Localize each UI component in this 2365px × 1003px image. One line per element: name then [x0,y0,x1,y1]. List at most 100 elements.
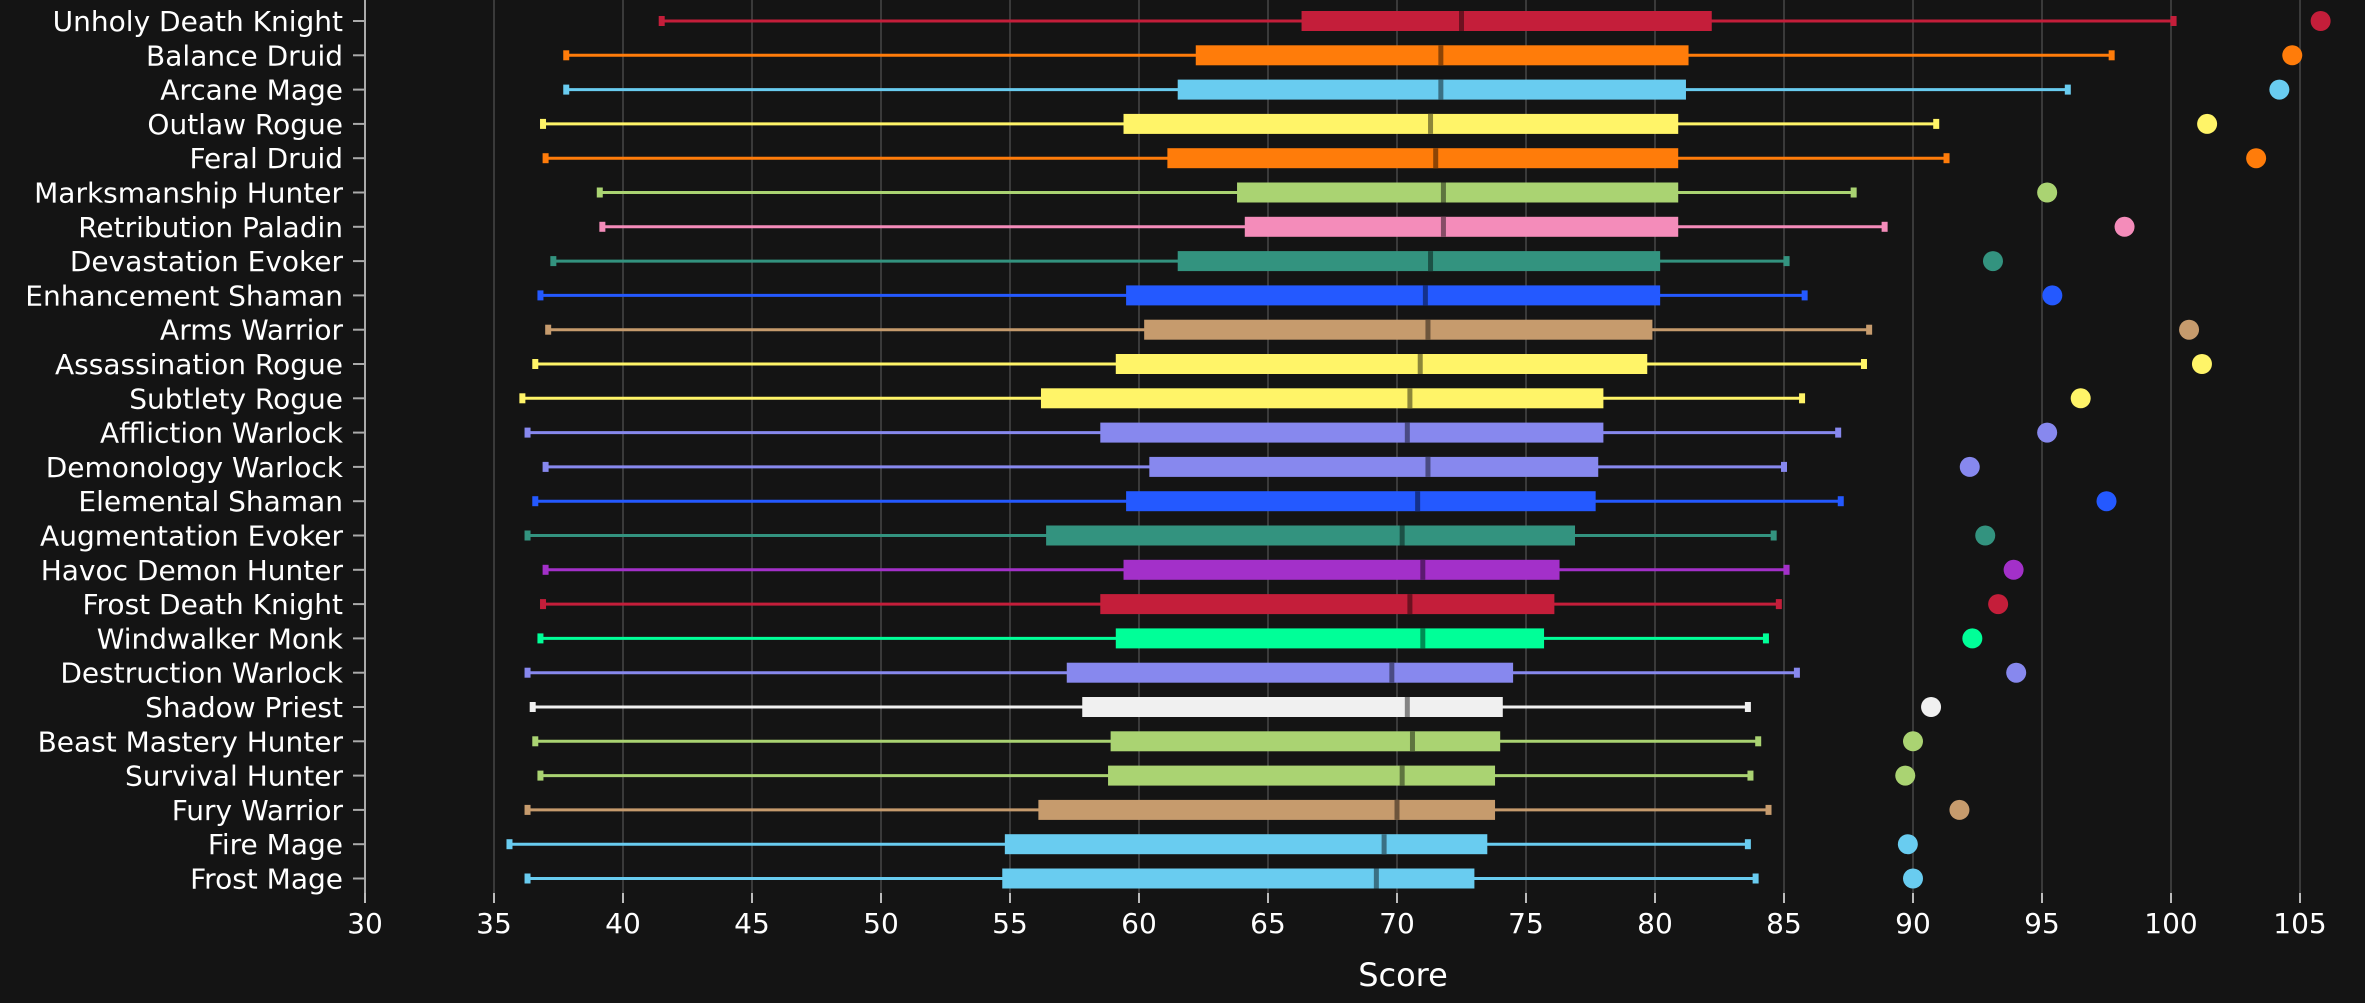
median-marker [1389,662,1395,683]
x-tick-label-40: 40 [605,907,641,940]
category-label: Beast Mastery Hunter [38,725,344,758]
iqr-box [1040,388,1604,409]
median-marker [1407,388,1413,409]
category-label: Windwalker Monk [97,622,344,655]
median-marker [1428,113,1434,134]
iqr-box [1244,216,1679,237]
iqr-box [1115,354,1648,374]
outlier-point [2246,148,2267,169]
iqr-box [1301,11,1712,31]
category-label: Frost Mage [190,863,343,896]
median-marker [1381,834,1387,855]
box-row [524,422,2058,443]
whisker-cap-min [532,736,539,747]
x-tick-label-105: 105 [2273,907,2326,940]
category-label: Frost Death Knight [82,588,343,621]
outlier-point [1921,697,1942,717]
whisker-cap-max [1801,290,1808,301]
plot-layer [506,11,2331,889]
whisker-cap-min [506,839,513,850]
iqr-box [1123,113,1679,134]
median-marker [1428,251,1434,272]
whisker-cap-min [524,873,531,884]
whisker-cap-max [1850,187,1857,198]
box-row [529,697,1942,717]
whisker-cap-max [2064,84,2071,95]
category-label: Enhancement Shaman [25,279,343,312]
whisker-cap-max [1866,324,1873,335]
x-tick-label-55: 55 [992,907,1028,940]
x-axis-title: Score [1358,956,1448,994]
whisker-cap-max [1881,221,1888,232]
whisker-cap-min [596,187,603,198]
whisker-cap-max [1744,702,1751,712]
box-row [524,662,2027,683]
median-marker [1407,594,1413,615]
iqr-box [1100,422,1604,443]
iqr-box [1144,319,1653,340]
category-label: Balance Druid [146,39,343,72]
axis-layer: 30 35 40 45 50 55 60 65 70 75 80 85 90 95 100 105 [347,0,2327,940]
whisker-cap-min [529,702,536,712]
x-tick-label-30: 30 [347,907,383,940]
whisker-cap-min [545,324,552,335]
category-label: Arcane Mage [160,74,343,107]
whisker-cap-min [537,290,544,301]
category-label: Fury Warrior [172,794,344,827]
median-marker [1409,731,1415,752]
iqr-box [1149,456,1599,477]
category-label: Arms Warrior [160,314,343,347]
box-row [596,182,2058,203]
x-tick-label-75: 75 [1508,907,1544,940]
median-marker [1440,182,1446,203]
x-tick-label-45: 45 [734,907,770,940]
outlier-point [2042,285,2063,306]
whisker-cap-max [1943,153,1950,164]
outlier-point [2096,491,2117,512]
category-label: Demonology Warlock [46,451,344,484]
whisker-cap-min [563,84,570,95]
median-marker [1415,491,1421,512]
whisker-cap-max [2108,50,2115,61]
outlier-point [2310,11,2331,31]
whisker-cap-max [1783,564,1790,575]
category-label: Survival Hunter [125,760,344,793]
box-row [532,354,2212,374]
whisker-cap-min [524,427,531,438]
category-label: Havoc Demon Hunter [41,554,344,587]
box-row [550,251,2003,272]
box-row [537,285,2063,306]
median-marker [1399,525,1405,546]
median-marker [1422,285,1428,306]
outlier-point [2070,388,2091,409]
box-row [540,113,2218,134]
outlier-point [1988,594,2009,615]
x-tick-label-65: 65 [1250,907,1286,940]
whisker-cap-min [537,770,544,781]
box-row [542,559,2024,580]
category-label: Elemental Shaman [78,485,343,518]
outlier-point [1975,525,1996,546]
box-row [563,45,2303,66]
median-marker [1394,799,1400,820]
median-marker [1438,45,1444,66]
iqr-box [1115,628,1545,649]
x-tick-label-90: 90 [1895,907,1931,940]
whisker-cap-min [524,667,531,678]
whisker-cap-max [1775,599,1782,610]
iqr-box [1100,594,1555,615]
iqr-box [1046,525,1576,546]
median-marker [1404,697,1410,717]
category-label: Destruction Warlock [60,657,343,690]
median-marker [1417,354,1423,374]
whisker-cap-min [550,256,557,267]
outlier-point [2269,79,2290,100]
box-row [658,11,2331,31]
iqr-box [1126,285,1661,306]
whisker-cap-max [1755,736,1762,747]
outlier-point [1982,251,2003,272]
box-row [537,628,1983,649]
median-marker [1440,216,1446,237]
